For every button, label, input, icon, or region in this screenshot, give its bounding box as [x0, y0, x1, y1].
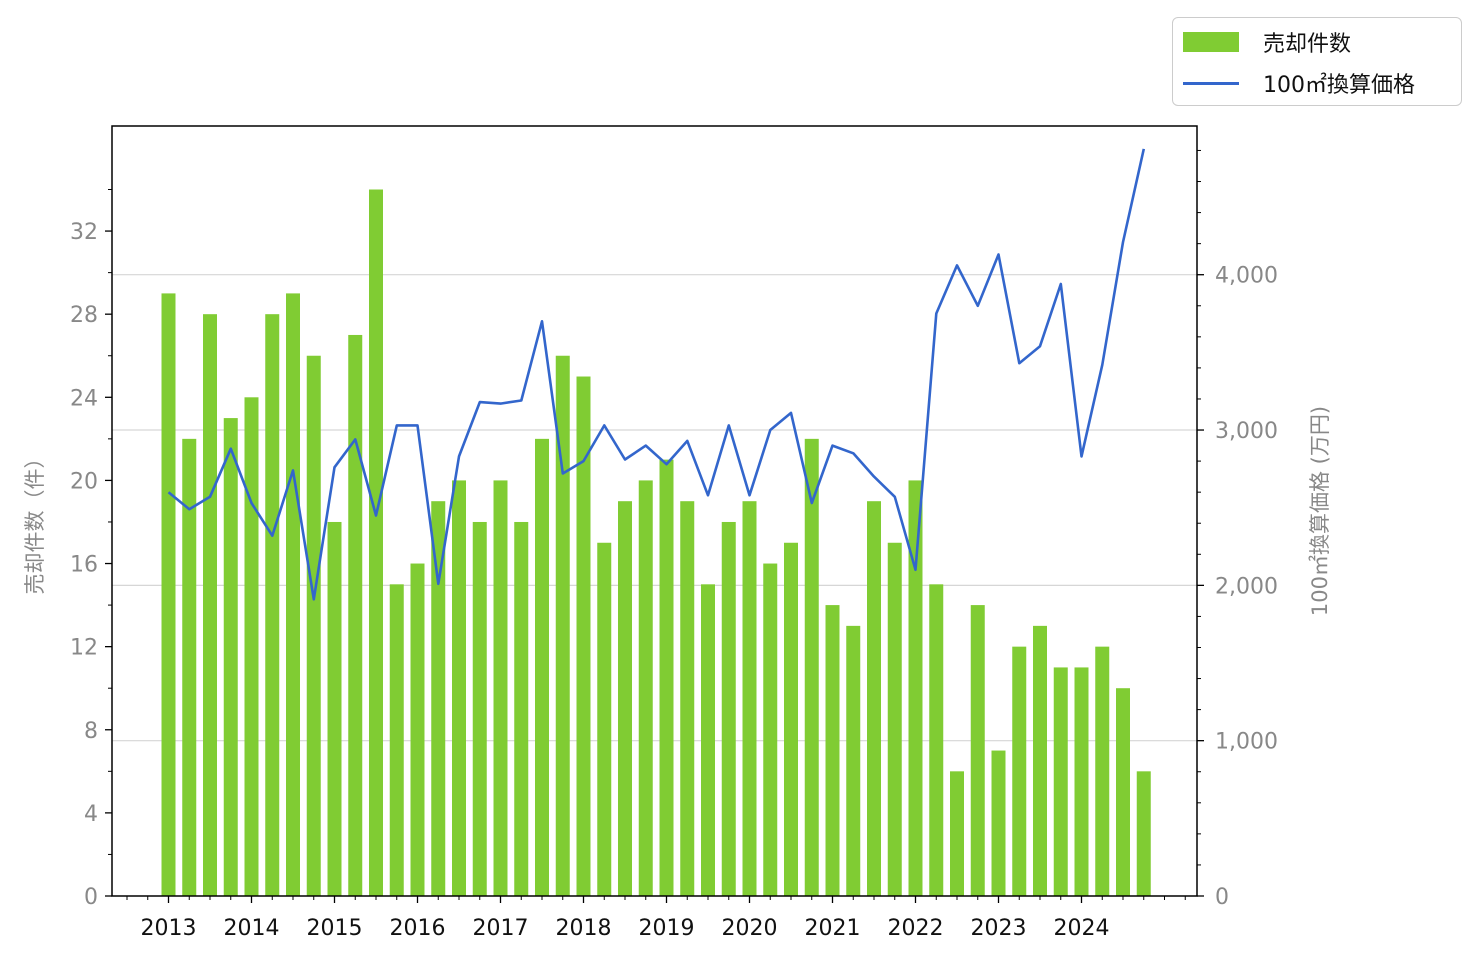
bar [493, 480, 508, 896]
right-axis-title: 100㎡換算価格 (万円) [1308, 406, 1332, 616]
bar [887, 542, 902, 896]
right-tick-label: 0 [1215, 885, 1229, 910]
bar [929, 584, 944, 896]
bar [784, 542, 798, 896]
left-tick-label: 12 [70, 636, 98, 661]
bar [970, 605, 985, 896]
bar [389, 584, 404, 896]
left-tick-label: 8 [84, 719, 98, 744]
bar [638, 480, 653, 896]
bar [659, 459, 674, 896]
bar [161, 293, 176, 896]
left-tick-label: 28 [70, 303, 98, 328]
legend-label-bars: 売却件数 [1263, 32, 1352, 57]
bar [867, 501, 881, 896]
bar [327, 521, 342, 896]
bar [452, 480, 466, 896]
x-tick-label: 2021 [805, 916, 861, 941]
bar [182, 438, 197, 896]
bar [1074, 667, 1089, 896]
x-tick-label: 2015 [307, 916, 363, 941]
left-tick-label: 20 [70, 469, 98, 494]
right-tick-label: 4,000 [1215, 264, 1278, 289]
bar [680, 501, 695, 896]
bar [1012, 646, 1027, 896]
bar [763, 563, 778, 896]
x-tick-label: 2017 [473, 916, 529, 941]
left-tick-label: 32 [70, 220, 98, 245]
left-axis-title: 売却件数（件） [23, 448, 47, 595]
bar [306, 355, 321, 897]
right-tick-label: 2,000 [1215, 574, 1278, 599]
bar [701, 584, 715, 896]
bar [908, 480, 923, 896]
x-tick-label: 2016 [390, 916, 446, 941]
bar [472, 521, 487, 896]
right-y-axis: 0 1,000 2,000 3,000 4,000 [1197, 149, 1278, 910]
bar [514, 521, 529, 896]
line-series [167, 148, 1146, 601]
bar [950, 771, 964, 896]
bar [1095, 646, 1110, 896]
bar [1116, 688, 1130, 896]
bar [721, 521, 736, 896]
left-tick-label: 16 [70, 553, 98, 578]
legend-swatch-bar [1183, 32, 1239, 52]
legend: 売却件数 100㎡換算価格 [1172, 17, 1462, 106]
x-axis: 2013 2014 2015 2016 2017 2018 2019 2020 2021 2022… [126, 896, 1186, 941]
right-tick-label: 3,000 [1215, 419, 1278, 444]
bar [348, 334, 363, 896]
x-tick-label: 2014 [224, 916, 280, 941]
left-tick-label: 0 [84, 885, 98, 910]
x-tick-label: 2019 [639, 916, 695, 941]
bar [369, 189, 383, 897]
bar [1053, 667, 1068, 896]
bar-series [161, 189, 1151, 897]
left-tick-label: 24 [70, 386, 98, 411]
left-tick-label: 4 [84, 802, 98, 827]
bar [576, 376, 591, 897]
bar [286, 293, 300, 896]
x-tick-label: 2024 [1054, 916, 1110, 941]
bar [431, 501, 446, 896]
left-y-axis: 0 4 8 12 16 20 24 28 32 [70, 189, 112, 910]
bar [223, 418, 238, 896]
bar [1033, 625, 1047, 896]
bar [825, 605, 840, 896]
price-line [167, 148, 1146, 601]
bar [1136, 771, 1151, 896]
x-tick-label: 2018 [556, 916, 612, 941]
bar [535, 438, 549, 896]
legend-label-line: 100㎡換算価格 [1263, 73, 1415, 98]
bar [804, 438, 819, 896]
bar [265, 314, 280, 896]
bar [555, 355, 570, 897]
x-tick-label: 2020 [722, 916, 778, 941]
bar [410, 563, 425, 896]
bar [618, 501, 632, 896]
bar [991, 750, 1006, 896]
bar [846, 625, 861, 896]
bar [597, 542, 612, 896]
right-tick-label: 1,000 [1215, 730, 1278, 755]
bar [244, 397, 259, 896]
bar [742, 501, 757, 896]
x-tick-label: 2023 [971, 916, 1027, 941]
plot-frame [111, 125, 1198, 897]
x-tick-label: 2022 [888, 916, 944, 941]
x-tick-label: 2013 [141, 916, 197, 941]
bar [203, 314, 217, 896]
legend-swatch-line [1183, 82, 1239, 85]
